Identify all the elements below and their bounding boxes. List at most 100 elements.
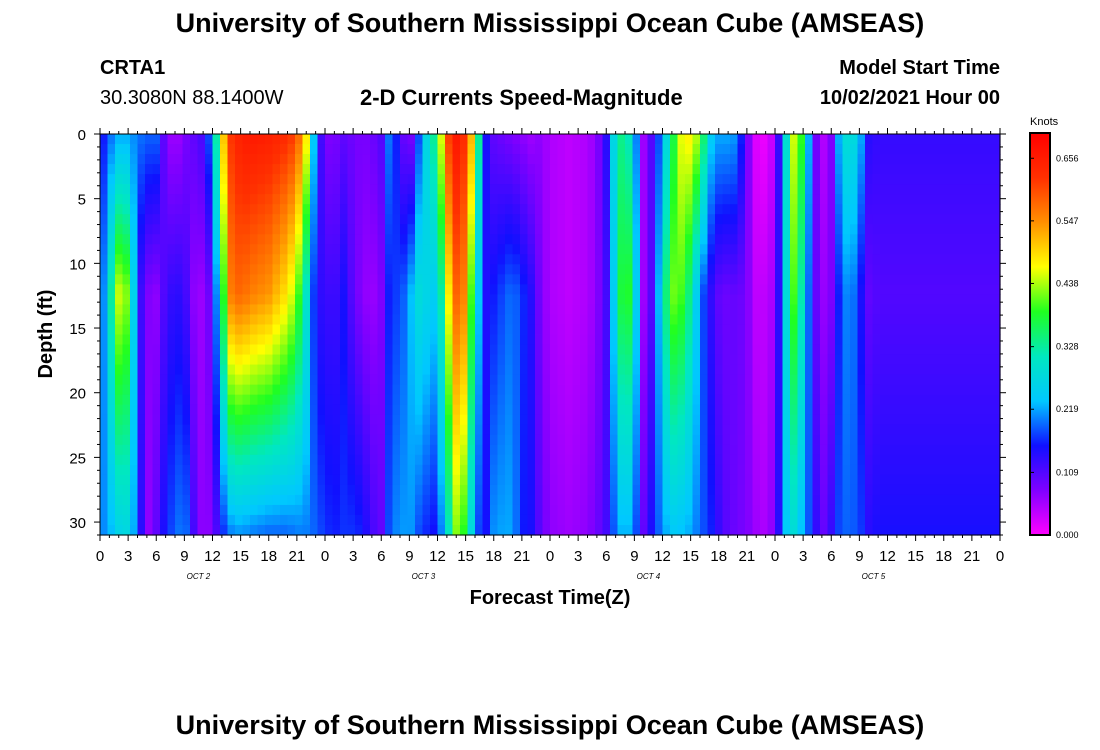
heat-cell [610, 164, 619, 175]
heat-cell [730, 404, 739, 416]
heat-cell [872, 424, 881, 436]
heat-cell [115, 414, 124, 426]
heat-cell [910, 294, 919, 306]
heat-cell [310, 324, 319, 336]
heat-cell [722, 514, 731, 526]
heat-cell [287, 294, 296, 306]
heat-cell [910, 464, 919, 476]
heat-cell [265, 444, 274, 456]
heat-cell [902, 194, 911, 205]
heat-cell [152, 354, 161, 366]
heat-cell [160, 164, 169, 175]
heat-cell [482, 424, 491, 436]
heat-cell [865, 494, 874, 506]
heat-cell [100, 374, 109, 386]
heat-cell [265, 184, 274, 195]
heat-cell [160, 524, 169, 536]
heat-cell [325, 474, 334, 486]
heat-cell [722, 164, 731, 175]
heat-cell [820, 524, 829, 536]
heat-cell [145, 394, 154, 406]
heat-cell [520, 504, 529, 516]
heat-cell [572, 184, 581, 195]
heat-cell [115, 294, 124, 306]
heat-cell [760, 154, 769, 165]
heat-cell [932, 384, 941, 396]
heat-cell [827, 444, 836, 456]
heat-cell [707, 214, 716, 225]
heat-cell [152, 154, 161, 165]
heat-cell [220, 194, 229, 205]
heat-cell [355, 274, 364, 285]
heat-cell [985, 284, 994, 295]
x-tick-label: 6 [827, 548, 835, 565]
heat-cell [572, 404, 581, 416]
heat-cell [407, 484, 416, 496]
heat-cell [310, 524, 319, 536]
heat-cell [932, 284, 941, 295]
heat-cell [752, 284, 761, 295]
heat-cell [632, 154, 641, 165]
heat-cell [737, 434, 746, 446]
heat-cell [580, 294, 589, 306]
heat-cell [160, 204, 169, 215]
heat-cell [887, 524, 896, 536]
heat-cell [572, 174, 581, 185]
heat-cell [827, 454, 836, 466]
heat-cell [385, 364, 394, 376]
heat-cell [947, 254, 956, 265]
heat-cell [370, 434, 379, 446]
heat-cell [977, 254, 986, 265]
heat-cell [992, 184, 1001, 195]
heat-cell [250, 454, 259, 466]
heat-cell [542, 284, 551, 295]
heat-cell [445, 374, 454, 386]
heat-cell [332, 474, 341, 486]
heat-cell [835, 514, 844, 526]
heat-cell [917, 314, 926, 326]
heat-cell [430, 134, 439, 145]
heat-cell [940, 354, 949, 366]
heat-cell [227, 424, 236, 436]
heat-cell [617, 424, 626, 436]
heat-cell [602, 244, 611, 255]
heat-cell [467, 504, 476, 516]
heat-cell [242, 414, 251, 426]
heat-cell [265, 164, 274, 175]
heat-cell [310, 394, 319, 406]
heat-cell [280, 344, 289, 356]
heat-cell [377, 354, 386, 366]
heat-cell [932, 374, 941, 386]
heat-cell [302, 354, 311, 366]
heat-cell [415, 344, 424, 356]
heat-cell [242, 274, 251, 285]
heat-cell [715, 424, 724, 436]
heat-cell [257, 204, 266, 215]
heat-cell [565, 174, 574, 185]
heat-cell [317, 464, 326, 476]
heat-cell [385, 374, 394, 386]
heat-cell [107, 334, 116, 346]
heat-cell [115, 334, 124, 346]
heat-cell [452, 254, 461, 265]
heat-cell [130, 364, 139, 376]
heat-cell [887, 214, 896, 225]
heat-cell [932, 454, 941, 466]
heat-cell [910, 154, 919, 165]
heat-cell [182, 354, 191, 366]
heat-cell [662, 154, 671, 165]
heat-cell [715, 464, 724, 476]
heat-cell [752, 504, 761, 516]
heat-cell [880, 224, 889, 235]
heat-cell [130, 414, 139, 426]
heat-cell [880, 324, 889, 336]
heat-cell [842, 224, 851, 235]
heat-cell [265, 174, 274, 185]
heat-cell [475, 384, 484, 396]
heat-cell [655, 234, 664, 245]
heat-cell [497, 234, 506, 245]
heat-cell [197, 264, 206, 275]
heat-cell [850, 304, 859, 316]
heat-cell [377, 314, 386, 326]
heat-cell [940, 184, 949, 195]
